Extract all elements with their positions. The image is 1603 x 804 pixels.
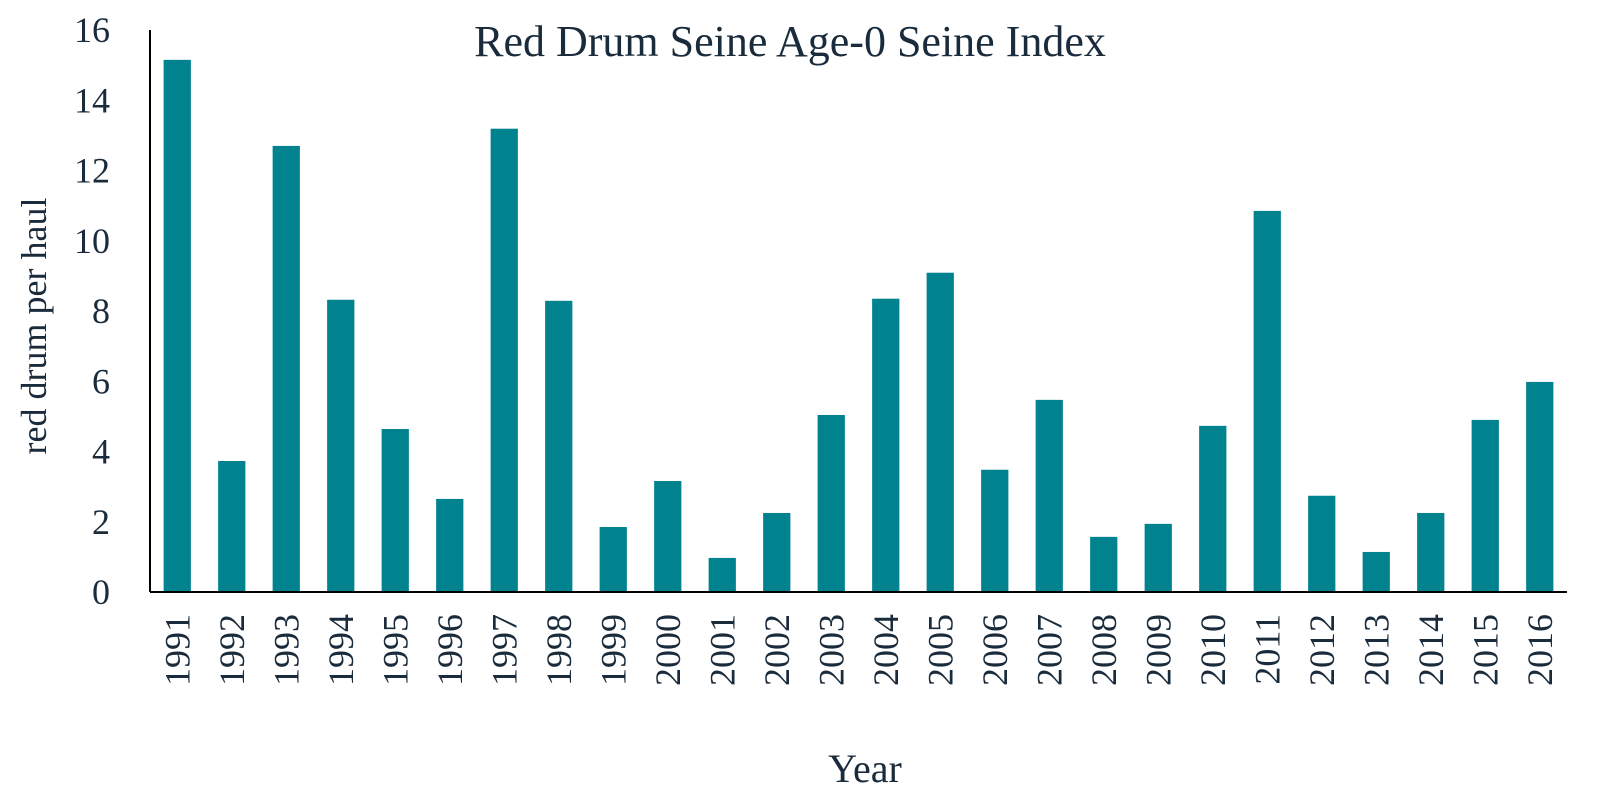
bar [1417,512,1445,592]
x-tick-label: 2011 [1247,614,1287,685]
x-tick-label: 2015 [1465,614,1505,686]
x-tick-label: 1997 [484,614,524,686]
bar [1362,551,1390,592]
bar [872,298,900,592]
y-tick-label: 8 [92,291,110,331]
x-tick-label: 1992 [212,614,252,686]
bar [1199,425,1227,592]
bar [436,498,464,592]
x-tick-label: 1994 [321,614,361,686]
bar [1035,399,1063,592]
x-tick-label: 2008 [1084,614,1124,686]
bar [272,145,300,592]
x-tick-label: 1996 [430,614,470,686]
y-tick-label: 6 [92,361,110,401]
bar [1090,536,1118,592]
x-tick-label: 2014 [1411,614,1451,686]
x-tick-label: 1991 [157,614,197,686]
x-tick-label: 2016 [1520,614,1560,686]
y-tick-label: 16 [74,10,110,50]
bar [1471,419,1499,592]
x-tick-label: 2006 [975,614,1015,686]
y-tick-label: 0 [92,572,110,612]
bar [327,299,355,592]
bar [763,512,791,592]
bar [490,128,518,593]
x-tick-label: 2005 [920,614,960,686]
x-tick-label: 2001 [702,614,742,686]
bar [1253,210,1281,593]
bar [381,429,409,592]
bar [545,300,573,592]
x-tick-label: 1993 [266,614,306,686]
bar [218,460,246,592]
x-axis-label: Year [828,746,902,791]
bar [926,272,954,592]
bar [1308,495,1336,592]
x-tick-label: 1995 [375,614,415,686]
bar [163,59,191,592]
x-tick-label: 2002 [757,614,797,686]
y-axis-label: red drum per haul [14,198,54,455]
x-tick-label: 2010 [1193,614,1233,686]
chart-title: Red Drum Seine Age-0 Seine Index [474,17,1106,66]
x-tick-label: 1999 [593,614,633,686]
x-tick-label: 2003 [811,614,851,686]
y-tick-label: 4 [92,432,110,472]
y-tick-label: 14 [74,80,110,120]
bar [599,527,627,592]
bar [817,414,845,592]
y-tick-label: 2 [92,502,110,542]
x-tick-label: 2009 [1138,614,1178,686]
x-tick-label: 1998 [539,614,579,686]
y-tick-label: 10 [74,221,110,261]
x-tick-label: 2004 [866,614,906,686]
x-tick-label: 2000 [648,614,688,686]
x-tick-label: 2012 [1302,614,1342,686]
bar [708,557,736,592]
bar [1144,523,1172,592]
bar [654,481,682,592]
x-tick-label: 2013 [1356,614,1396,686]
y-tick-label: 12 [74,151,110,191]
bar [981,469,1009,592]
x-tick-label: 2007 [1029,614,1069,686]
bar [1526,381,1554,592]
